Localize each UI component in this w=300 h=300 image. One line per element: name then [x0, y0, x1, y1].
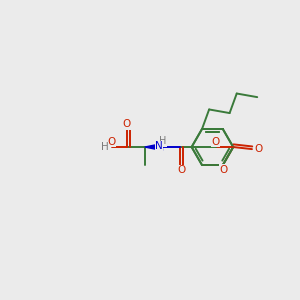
- Text: H: H: [101, 142, 109, 152]
- Text: O: O: [212, 137, 220, 147]
- Text: O: O: [254, 144, 262, 154]
- Polygon shape: [145, 143, 163, 151]
- Text: O: O: [107, 137, 116, 147]
- Text: N: N: [155, 141, 163, 152]
- Text: O: O: [123, 119, 131, 129]
- Text: O: O: [177, 165, 185, 175]
- Text: H: H: [159, 136, 167, 146]
- Text: O: O: [219, 164, 227, 175]
